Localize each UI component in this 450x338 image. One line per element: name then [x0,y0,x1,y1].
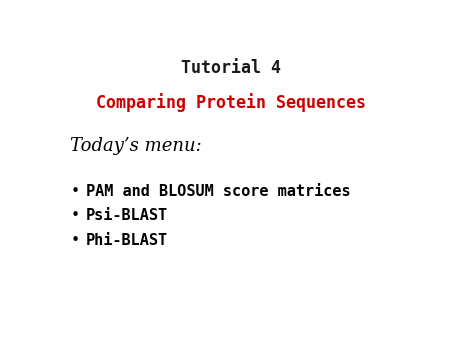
Text: PAM and BLOSUM score matrices: PAM and BLOSUM score matrices [86,184,351,199]
Text: Tutorial 4: Tutorial 4 [180,59,281,77]
Text: Phi-BLAST: Phi-BLAST [86,233,168,248]
Text: •: • [71,209,80,223]
Text: Today’s menu:: Today’s menu: [70,137,202,155]
Text: •: • [71,233,80,248]
Text: Comparing Protein Sequences: Comparing Protein Sequences [95,93,365,112]
Text: Psi-BLAST: Psi-BLAST [86,209,168,223]
Text: •: • [71,184,80,199]
